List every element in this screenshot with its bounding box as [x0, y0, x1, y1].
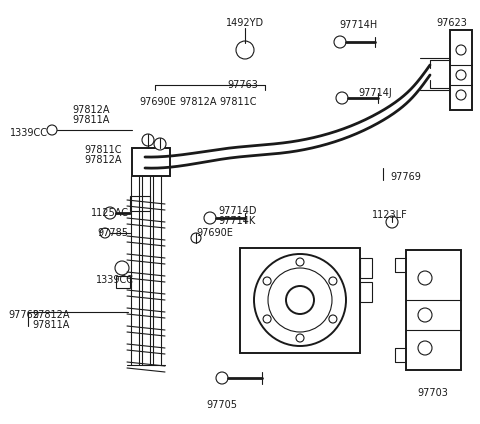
Text: 97811A: 97811A	[32, 320, 70, 330]
Text: 97812A: 97812A	[72, 105, 109, 115]
Bar	[240, 248, 360, 353]
Circle shape	[418, 271, 432, 285]
Text: 97763: 97763	[228, 80, 258, 90]
Circle shape	[154, 138, 166, 150]
Bar	[406, 250, 461, 370]
Circle shape	[254, 254, 346, 346]
Bar	[360, 282, 372, 302]
Circle shape	[115, 261, 129, 275]
Text: 1123LF: 1123LF	[372, 210, 408, 220]
Text: 97714J: 97714J	[358, 88, 392, 98]
Circle shape	[286, 286, 314, 314]
Text: 97811C: 97811C	[219, 97, 257, 107]
Circle shape	[204, 212, 216, 224]
Circle shape	[336, 92, 348, 104]
Text: 97714K: 97714K	[218, 216, 255, 226]
Text: 1125AC: 1125AC	[91, 208, 129, 218]
Circle shape	[334, 36, 346, 48]
Circle shape	[236, 41, 254, 59]
Text: 97714D: 97714D	[218, 206, 256, 216]
Text: 97690E: 97690E	[140, 97, 177, 107]
Circle shape	[329, 277, 337, 285]
Text: 1339CC: 1339CC	[96, 275, 134, 285]
Circle shape	[104, 207, 116, 219]
Circle shape	[296, 258, 304, 266]
Text: 97812A: 97812A	[84, 155, 121, 165]
Text: 1492YD: 1492YD	[226, 18, 264, 28]
Text: 1339CC: 1339CC	[10, 128, 48, 138]
Circle shape	[296, 334, 304, 342]
Circle shape	[191, 233, 201, 243]
Text: 97623: 97623	[437, 18, 468, 28]
Circle shape	[263, 315, 271, 323]
Circle shape	[263, 277, 271, 285]
Text: 97714H: 97714H	[339, 20, 377, 30]
Text: 97762: 97762	[8, 310, 39, 320]
Circle shape	[456, 70, 466, 80]
Circle shape	[456, 90, 466, 100]
Bar	[360, 258, 372, 278]
Text: 97705: 97705	[206, 400, 238, 410]
Circle shape	[329, 315, 337, 323]
Bar	[116, 276, 130, 288]
Circle shape	[47, 125, 57, 135]
Circle shape	[456, 45, 466, 55]
Text: 97811C: 97811C	[84, 145, 121, 155]
Circle shape	[268, 268, 332, 332]
Circle shape	[418, 341, 432, 355]
Bar	[130, 196, 150, 211]
Bar	[450, 30, 472, 110]
Text: 97769: 97769	[390, 172, 421, 182]
Circle shape	[100, 228, 110, 238]
Text: 97812A: 97812A	[32, 310, 70, 320]
Bar	[132, 148, 170, 176]
Circle shape	[216, 372, 228, 384]
Text: 97703: 97703	[418, 388, 448, 398]
Text: 97785: 97785	[97, 228, 128, 238]
Text: 97811A: 97811A	[72, 115, 109, 125]
Circle shape	[386, 216, 398, 228]
Circle shape	[142, 134, 154, 146]
Circle shape	[418, 308, 432, 322]
Text: 97812A: 97812A	[179, 97, 217, 107]
Text: 97690E: 97690E	[196, 228, 233, 238]
